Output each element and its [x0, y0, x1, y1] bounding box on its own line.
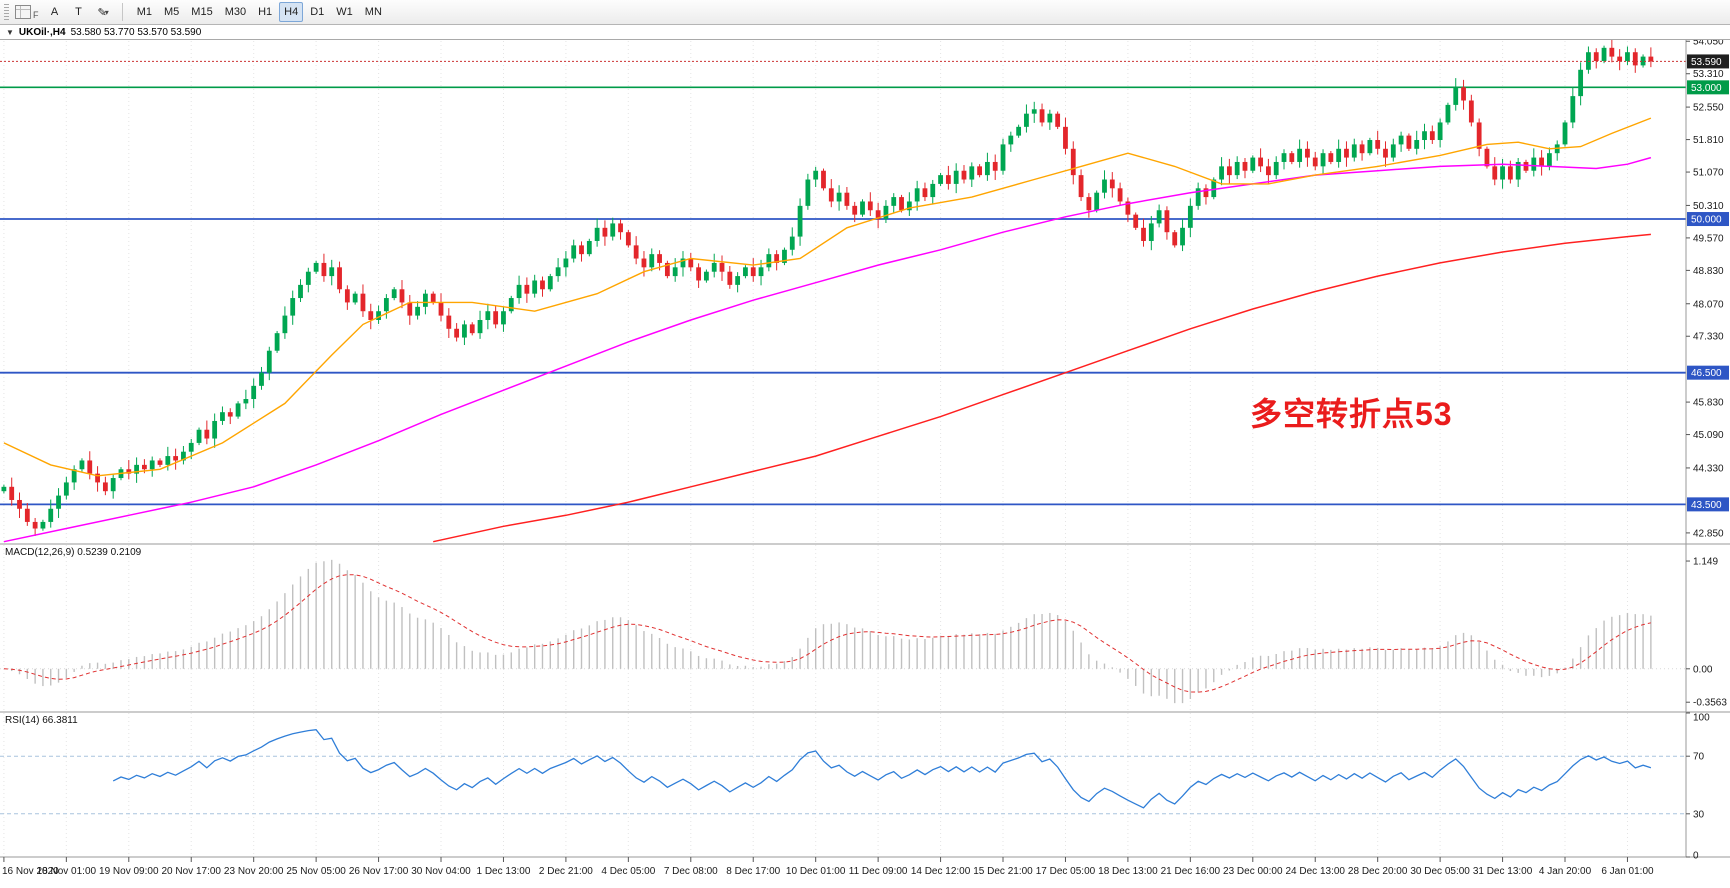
svg-text:0.00: 0.00 — [1693, 664, 1713, 675]
price-badge-50.000: 50.000 — [1687, 212, 1729, 227]
ma-fast-line — [3, 117, 1652, 477]
svg-text:11 Dec 09:00: 11 Dec 09:00 — [849, 866, 908, 877]
svg-text:50.310: 50.310 — [1693, 201, 1724, 212]
toolbar-drag-handle[interactable] — [4, 4, 9, 20]
symbol-dropdown-icon[interactable]: ▼ — [6, 27, 14, 37]
svg-text:25 Nov 05:00: 25 Nov 05:00 — [286, 866, 346, 877]
svg-text:26 Nov 17:00: 26 Nov 17:00 — [349, 866, 409, 877]
svg-text:31 Dec 13:00: 31 Dec 13:00 — [1473, 866, 1533, 877]
svg-text:45.830: 45.830 — [1693, 398, 1724, 409]
price-badge-43.500: 43.500 — [1687, 497, 1729, 512]
macd-histogram — [0, 559, 1686, 704]
candles-group — [1, 38, 1654, 536]
chart-window: 54.050 53.310 52.550 51.810 51.070 50.310 49.5… — [0, 25, 1730, 887]
svg-text:15 Dec 21:00: 15 Dec 21:00 — [973, 866, 1033, 877]
svg-text:53.000: 53.000 — [1691, 83, 1722, 94]
svg-text:6 Jan 01:00: 6 Jan 01:00 — [1601, 866, 1654, 877]
svg-text:48.830: 48.830 — [1693, 266, 1724, 277]
macd-label: MACD(12,26,9) 0.5239 0.2109 — [5, 547, 142, 558]
chart-annotation[interactable]: 多空转折点53 — [1250, 396, 1453, 432]
svg-text:0: 0 — [1693, 851, 1699, 862]
svg-text:30 Nov 04:00: 30 Nov 04:00 — [411, 866, 471, 877]
svg-text:19 Nov 09:00: 19 Nov 09:00 — [99, 866, 159, 877]
svg-text:42.850: 42.850 — [1693, 528, 1724, 539]
svg-text:23 Dec 00:00: 23 Dec 00:00 — [1223, 866, 1283, 877]
annotate-tool-button[interactable]: A — [45, 2, 65, 22]
chart-title-bar: ▼ UKOil·,H4 53.580 53.770 53.570 53.590 — [0, 25, 1730, 40]
toolbar: F A T ✎ ▾ M1 M5 M15 M30 H1 H4 D1 W1 MN — [0, 0, 1730, 25]
svg-text:51.070: 51.070 — [1693, 168, 1724, 179]
macd-scale: 1.149 0.00 -0.3563 — [1686, 557, 1727, 709]
svg-text:8 Dec 17:00: 8 Dec 17:00 — [726, 866, 780, 877]
draw-tool-button[interactable]: ✎ ▾ — [93, 2, 114, 22]
svg-text:18 Dec 13:00: 18 Dec 13:00 — [1098, 866, 1158, 877]
pencil-icon: ✎ — [97, 6, 107, 19]
svg-text:18 Nov 01:00: 18 Nov 01:00 — [37, 866, 97, 877]
svg-text:70: 70 — [1693, 752, 1705, 763]
svg-text:4 Jan 20:00: 4 Jan 20:00 — [1539, 866, 1592, 877]
svg-text:21 Dec 16:00: 21 Dec 16:00 — [1161, 866, 1221, 877]
svg-text:100: 100 — [1693, 713, 1710, 724]
svg-text:49.570: 49.570 — [1693, 233, 1724, 244]
timeframe-m15[interactable]: M15 — [186, 2, 217, 22]
toolbar-f-label: F — [33, 10, 39, 20]
svg-text:1.149: 1.149 — [1693, 557, 1718, 568]
timeframe-w1[interactable]: W1 — [331, 2, 358, 22]
svg-text:53.310: 53.310 — [1693, 69, 1724, 80]
timeframe-m1[interactable]: M1 — [132, 2, 157, 22]
svg-text:52.550: 52.550 — [1693, 103, 1724, 114]
svg-text:53.590: 53.590 — [1691, 57, 1722, 68]
svg-text:48.070: 48.070 — [1693, 299, 1724, 310]
timeframe-group: M1 M5 M15 M30 H1 H4 D1 W1 MN — [131, 2, 388, 22]
svg-text:44.330: 44.330 — [1693, 463, 1724, 474]
svg-text:47.330: 47.330 — [1693, 332, 1724, 343]
svg-text:2 Dec 21:00: 2 Dec 21:00 — [539, 866, 593, 877]
timeframe-h4[interactable]: H4 — [279, 2, 304, 22]
chart-grid-icon[interactable] — [15, 5, 31, 19]
svg-text:23 Nov 20:00: 23 Nov 20:00 — [224, 866, 284, 877]
toolbar-separator — [121, 3, 123, 21]
svg-text:16 Nov 2020: 16 Nov 2020 — [2, 866, 59, 877]
price-badge-53.590: 53.590 — [1687, 54, 1729, 69]
rsi-label: RSI(14) 66.3811 — [5, 715, 78, 726]
svg-text:54.050: 54.050 — [1693, 37, 1724, 48]
timeframe-m5[interactable]: M5 — [159, 2, 184, 22]
svg-text:17 Dec 05:00: 17 Dec 05:00 — [1036, 866, 1096, 877]
macd-signal-line — [3, 574, 1652, 693]
svg-text:14 Dec 12:00: 14 Dec 12:00 — [911, 866, 971, 877]
timeframe-mn[interactable]: MN — [360, 2, 387, 22]
timeframe-d1[interactable]: D1 — [305, 2, 329, 22]
price-axis: 54.050 53.310 52.550 51.810 51.070 50.310 49.5… — [1686, 37, 1724, 539]
rsi-line — [112, 729, 1652, 809]
svg-text:20 Nov 17:00: 20 Nov 17:00 — [161, 866, 221, 877]
chevron-down-icon: ▾ — [104, 7, 109, 17]
price-badge-53.000: 53.000 — [1687, 80, 1729, 95]
symbol-period-label: UKOil·,H4 — [18, 26, 66, 38]
svg-text:10 Dec 01:00: 10 Dec 01:00 — [786, 866, 846, 877]
svg-text:30: 30 — [1693, 809, 1705, 820]
svg-text:45.090: 45.090 — [1693, 430, 1724, 441]
price-badge-46.500: 46.500 — [1687, 365, 1729, 380]
ma-slow-line — [433, 233, 1651, 543]
ohlc-values: 53.580 53.770 53.570 53.590 — [70, 26, 202, 38]
svg-text:43.500: 43.500 — [1691, 500, 1722, 511]
svg-text:24 Dec 13:00: 24 Dec 13:00 — [1285, 866, 1345, 877]
svg-text:1 Dec 13:00: 1 Dec 13:00 — [476, 866, 530, 877]
svg-text:51.810: 51.810 — [1693, 135, 1724, 146]
chart-canvas[interactable]: 54.050 53.310 52.550 51.810 51.070 50.310 49.5… — [0, 25, 1730, 887]
rsi-scale: 100 70 30 0 — [1686, 712, 1710, 862]
svg-text:28 Dec 20:00: 28 Dec 20:00 — [1348, 866, 1408, 877]
svg-text:50.000: 50.000 — [1691, 215, 1722, 226]
text-tool-button[interactable]: T — [69, 2, 89, 22]
svg-text:7 Dec 08:00: 7 Dec 08:00 — [664, 866, 718, 877]
svg-text:46.500: 46.500 — [1691, 368, 1722, 379]
svg-text:-0.3563: -0.3563 — [1693, 698, 1727, 709]
svg-text:30 Dec 05:00: 30 Dec 05:00 — [1410, 866, 1470, 877]
svg-text:4 Dec 05:00: 4 Dec 05:00 — [601, 866, 655, 877]
timeframe-h1[interactable]: H1 — [253, 2, 277, 22]
ma-mid-line — [3, 156, 1652, 543]
timeframe-m30[interactable]: M30 — [220, 2, 251, 22]
grid-lines — [3, 41, 1628, 857]
